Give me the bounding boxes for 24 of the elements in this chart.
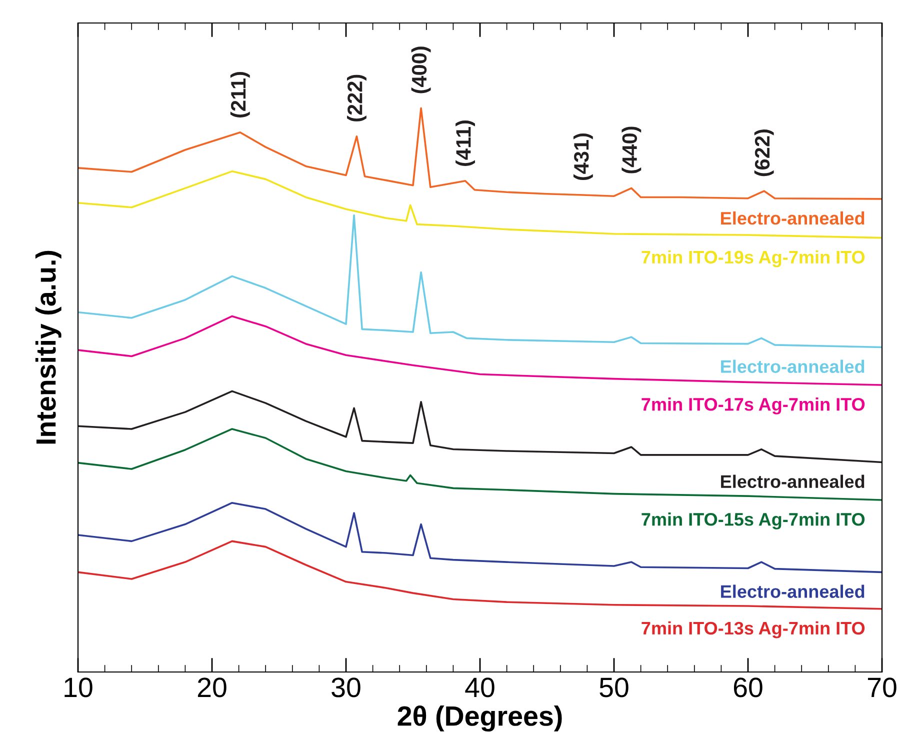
x-tick-label: 70 [868, 678, 896, 698]
annotation: (211) [230, 72, 250, 118]
x-tick-label: 20 [198, 678, 226, 698]
x-tick-label: 30 [332, 678, 360, 698]
series-label: 7min ITO-19s Ag-7min ITO [642, 250, 865, 268]
annotation: (411) [456, 120, 475, 166]
series-label: Electro-annealed [721, 211, 864, 225]
annotation: (431) [573, 133, 593, 180]
x-tick-label: 40 [465, 678, 494, 698]
annotation: (222) [347, 74, 366, 122]
series-label: 7min ITO-13s Ag-7min ITO [642, 621, 865, 638]
x-tick-label: 10 [64, 678, 92, 698]
x-tick-label: 60 [734, 678, 762, 698]
annotation: (622) [754, 130, 774, 176]
series-label: 7min ITO-17s Ag-7min ITO [642, 397, 865, 414]
annotation: (440) [622, 126, 642, 174]
y-axis-title: Intensitiy (a.u.) [35, 250, 62, 444]
series-label: Electro-annealed [721, 360, 864, 373]
x-tick-label: 50 [600, 678, 628, 698]
annotation: (400) [411, 46, 431, 94]
x-axis-title: 2θ (Degrees) [398, 706, 562, 732]
series-label: Electro-annealed [721, 474, 864, 488]
series-label: 7min ITO-15s Ag-7min ITO [642, 512, 865, 530]
series-label: Electro-annealed [721, 584, 864, 598]
